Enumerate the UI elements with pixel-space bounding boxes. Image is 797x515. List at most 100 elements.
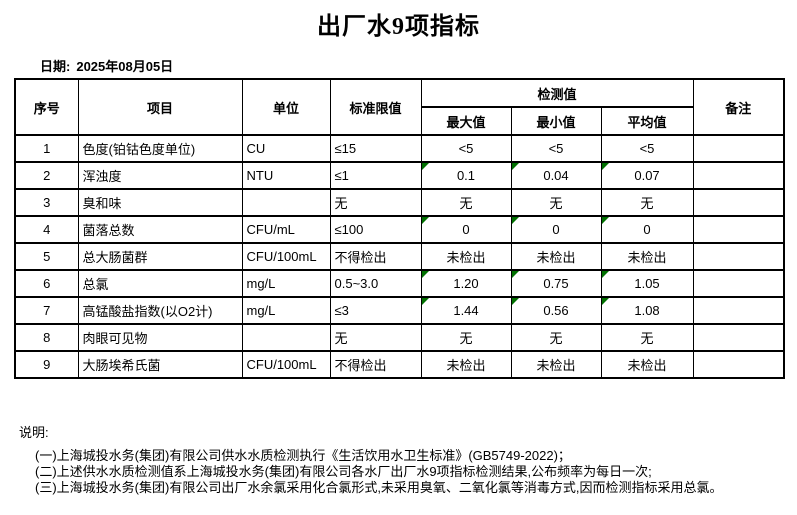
- note-line: (一)上海城投水务(集团)有限公司供水水质检测执行《生活饮用水卫生标准》(GB5…: [35, 448, 571, 463]
- cell-min: 0.56: [510, 296, 602, 325]
- cell-index: 9: [14, 350, 79, 379]
- cell-limit: ≤100: [329, 215, 422, 244]
- cell-limit: 0.5~3.0: [329, 269, 422, 298]
- cell-index: 4: [14, 215, 79, 244]
- header-row-sub: 最大值 最小值 平均值: [15, 106, 784, 136]
- cell-remark: [692, 161, 785, 190]
- cell-min: 0.04: [510, 161, 602, 190]
- cell-avg: 1.05: [600, 269, 694, 298]
- flag-triangle-icon: [422, 299, 429, 305]
- cell-max: 1.44: [420, 296, 512, 325]
- flag-triangle-icon: [602, 272, 609, 278]
- cell-unit: CU: [241, 134, 331, 163]
- cell-remark: [692, 242, 785, 271]
- flag-triangle-icon: [602, 299, 609, 305]
- col-header-remark: 备注: [692, 78, 785, 136]
- cell-max: <5: [420, 134, 512, 163]
- flag-triangle-icon: [512, 299, 519, 305]
- cell-unit: [241, 323, 331, 352]
- cell-item: 色度(铂钴色度单位): [77, 134, 243, 163]
- cell-limit: ≤1: [329, 161, 422, 190]
- col-header-item: 项目: [77, 78, 243, 136]
- flag-triangle-icon: [602, 218, 609, 224]
- col-header-limit: 标准限值: [329, 78, 422, 136]
- cell-max: 未检出: [420, 242, 512, 271]
- cell-avg: 无: [600, 188, 694, 217]
- cell-max: 0.1: [420, 161, 512, 190]
- cell-item: 总大肠菌群: [77, 242, 243, 271]
- cell-avg: 1.08: [600, 296, 694, 325]
- cell-unit: [241, 188, 331, 217]
- table-row: 6 总氯 mg/L 0.5~3.0 1.20 0.75 1.05: [14, 269, 785, 298]
- date-line: 日期: 2025年08月05日: [40, 56, 173, 75]
- cell-max: 1.20: [420, 269, 512, 298]
- cell-item: 臭和味: [77, 188, 243, 217]
- date-value: 2025年08月05日: [76, 59, 174, 74]
- cell-item: 肉眼可见物: [77, 323, 243, 352]
- col-header-min: 最小值: [510, 106, 602, 136]
- cell-avg: <5: [600, 134, 694, 163]
- table-row: 2 浑浊度 NTU ≤1 0.1 0.04 0.07: [14, 161, 785, 190]
- cell-limit: 不得检出: [329, 242, 422, 271]
- flag-triangle-icon: [422, 272, 429, 278]
- header-row-top: 序号 项目 单位 标准限值 检测值 备注: [14, 78, 785, 136]
- cell-min: 无: [510, 323, 602, 352]
- cell-index: 7: [14, 296, 79, 325]
- table-row: 1 色度(铂钴色度单位) CU ≤15 <5 <5 <5: [14, 134, 785, 163]
- cell-item: 总氯: [77, 269, 243, 298]
- flag-triangle-icon: [602, 164, 609, 170]
- col-header-detection: 检测值: [420, 78, 694, 108]
- cell-min: 0.75: [510, 269, 602, 298]
- cell-min: 无: [510, 188, 602, 217]
- table-row: 3 臭和味 无 无 无 无: [14, 188, 785, 217]
- table-row: 5 总大肠菌群 CFU/100mL 不得检出 未检出 未检出 未检出: [14, 242, 785, 271]
- flag-triangle-icon: [512, 164, 519, 170]
- cell-index: 8: [14, 323, 79, 352]
- cell-item: 浑浊度: [77, 161, 243, 190]
- col-header-avg: 平均值: [600, 106, 694, 136]
- col-header-unit: 单位: [241, 78, 331, 136]
- cell-min: 0: [510, 215, 602, 244]
- table-row: 8 肉眼可见物 无 无 无 无: [14, 323, 785, 352]
- cell-remark: [692, 296, 785, 325]
- notes-label: 说明:: [19, 425, 49, 440]
- col-header-index: 序号: [14, 78, 79, 136]
- cell-item: 大肠埃希氏菌: [77, 350, 243, 379]
- cell-unit: mg/L: [241, 296, 331, 325]
- cell-avg: 未检出: [600, 242, 694, 271]
- cell-unit: mg/L: [241, 269, 331, 298]
- cell-min: <5: [510, 134, 602, 163]
- cell-min: 未检出: [510, 242, 602, 271]
- cell-limit: 无: [329, 188, 422, 217]
- flag-triangle-icon: [422, 218, 429, 224]
- cell-unit: CFU/100mL: [241, 242, 331, 271]
- cell-remark: [692, 215, 785, 244]
- cell-limit: 不得检出: [329, 350, 422, 379]
- cell-index: 2: [14, 161, 79, 190]
- cell-remark: [692, 323, 785, 352]
- cell-remark: [692, 269, 785, 298]
- cell-max: 0: [420, 215, 512, 244]
- flag-triangle-icon: [512, 272, 519, 278]
- cell-unit: NTU: [241, 161, 331, 190]
- cell-index: 3: [14, 188, 79, 217]
- cell-index: 6: [14, 269, 79, 298]
- indicators-table-body: 1 色度(铂钴色度单位) CU ≤15 <5 <5 <5 2 浑浊度 NTU ≤…: [14, 134, 785, 379]
- page-title: 出厂水9项指标: [317, 14, 480, 40]
- indicators-table: 序号 项目 单位 标准限值 检测值 备注 最大值 最小值 平均值 1 色度(铂钴…: [14, 78, 786, 379]
- notes: (一)上海城投水务(集团)有限公司供水水质检测执行《生活饮用水卫生标准》(GB5…: [35, 448, 723, 496]
- cell-unit: CFU/100mL: [241, 350, 331, 379]
- table-row: 9 大肠埃希氏菌 CFU/100mL 不得检出 未检出 未检出 未检出: [14, 350, 785, 379]
- cell-remark: [692, 134, 785, 163]
- note-line: (三)上海城投水务(集团)有限公司出厂水余氯采用化合氯形式,未采用臭氧、二氧化氯…: [35, 480, 723, 495]
- date-label: 日期:: [40, 59, 71, 74]
- col-header-max: 最大值: [420, 106, 512, 136]
- cell-limit: ≤15: [329, 134, 422, 163]
- cell-remark: [692, 350, 785, 379]
- cell-avg: 无: [600, 323, 694, 352]
- cell-item: 高锰酸盐指数(以O2计): [77, 296, 243, 325]
- cell-avg: 0.07: [600, 161, 694, 190]
- cell-limit: ≤3: [329, 296, 422, 325]
- cell-remark: [692, 188, 785, 217]
